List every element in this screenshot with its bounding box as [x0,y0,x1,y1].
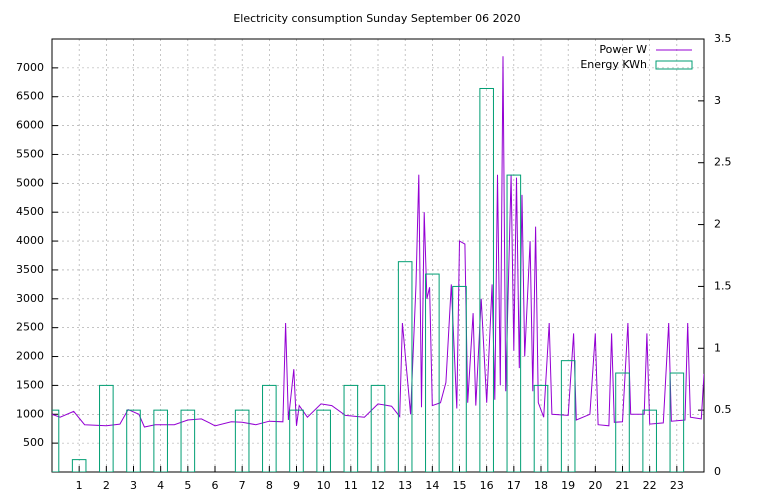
y-tick-label: 5500 [16,147,44,160]
y-tick-label: 1500 [16,378,44,391]
y-tick-label: 5000 [16,176,44,189]
y2-tick-label: 1 [714,341,721,354]
energy-bar [316,409,331,472]
y-tick-label: 7000 [16,61,44,74]
x-tick-label: 9 [293,479,300,492]
x-tick-label: 12 [371,479,385,492]
y2-tick-label: 0.5 [714,403,732,416]
energy-bar [153,409,168,472]
energy-bar [126,409,141,472]
x-tick-label: 19 [561,479,575,492]
x-tick-label: 5 [184,479,191,492]
x-tick-label: 11 [344,479,358,492]
energy-bar [289,409,304,472]
y2-tick-label: 0 [714,465,721,478]
energy-bar [262,384,277,472]
x-tick-label: 4 [157,479,164,492]
x-tick-label: 6 [212,479,219,492]
energy-bar [425,273,440,472]
energy-bar [452,285,467,472]
y-tick-label: 6500 [16,90,44,103]
y2-tick-label: 3 [714,94,721,107]
x-tick-label: 1 [76,479,83,492]
y2-tick-label: 1.5 [714,279,732,292]
x-tick-label: 10 [317,479,331,492]
y-tick-label: 4500 [16,205,44,218]
y-tick-label: 4000 [16,234,44,247]
legend-label: Energy KWh [580,58,647,71]
power-line [52,56,704,428]
y-tick-label: 6000 [16,119,44,132]
x-tick-label: 21 [616,479,630,492]
x-tick-label: 3 [130,479,137,492]
energy-bar [397,261,413,472]
y-tick-label: 500 [23,436,44,449]
y-tick-label: 3000 [16,292,44,305]
energy-bar [343,384,359,472]
energy-bar [642,409,657,472]
energy-bar [533,384,549,472]
energy-bar [560,360,576,472]
energy-bar [479,87,494,472]
y-tick-label: 2000 [16,350,44,363]
x-tick-label: 23 [670,479,684,492]
x-tick-label: 13 [398,479,412,492]
energy-bar [71,459,87,472]
y2-tick-label: 2 [714,218,721,231]
energy-bar [234,409,250,472]
energy-bar [370,384,386,472]
y2-tick-label: 3.5 [714,32,732,45]
legend-swatch [655,60,693,70]
y-tick-label: 3500 [16,263,44,276]
x-tick-label: 22 [643,479,657,492]
chart-title: Electricity consumption Sunday September… [233,12,520,25]
energy-bar [506,174,522,472]
energy-bars [52,87,685,472]
y-tick-label: 2500 [16,321,44,334]
energy-bar [99,384,114,472]
y2-tick-label: 2.5 [714,156,732,169]
x-tick-label: 18 [534,479,548,492]
x-tick-label: 2 [103,479,110,492]
x-tick-label: 7 [239,479,246,492]
energy-bar [669,372,685,472]
energy-bar [180,409,196,472]
energy-bar [52,409,60,472]
x-tick-label: 15 [453,479,467,492]
energy-bar [615,372,630,472]
legend-label: Power W [599,43,647,56]
x-tick-label: 16 [480,479,494,492]
x-tick-label: 17 [507,479,521,492]
x-tick-label: 14 [425,479,439,492]
y-tick-label: 1000 [16,407,44,420]
x-tick-label: 8 [266,479,273,492]
x-tick-label: 20 [588,479,602,492]
